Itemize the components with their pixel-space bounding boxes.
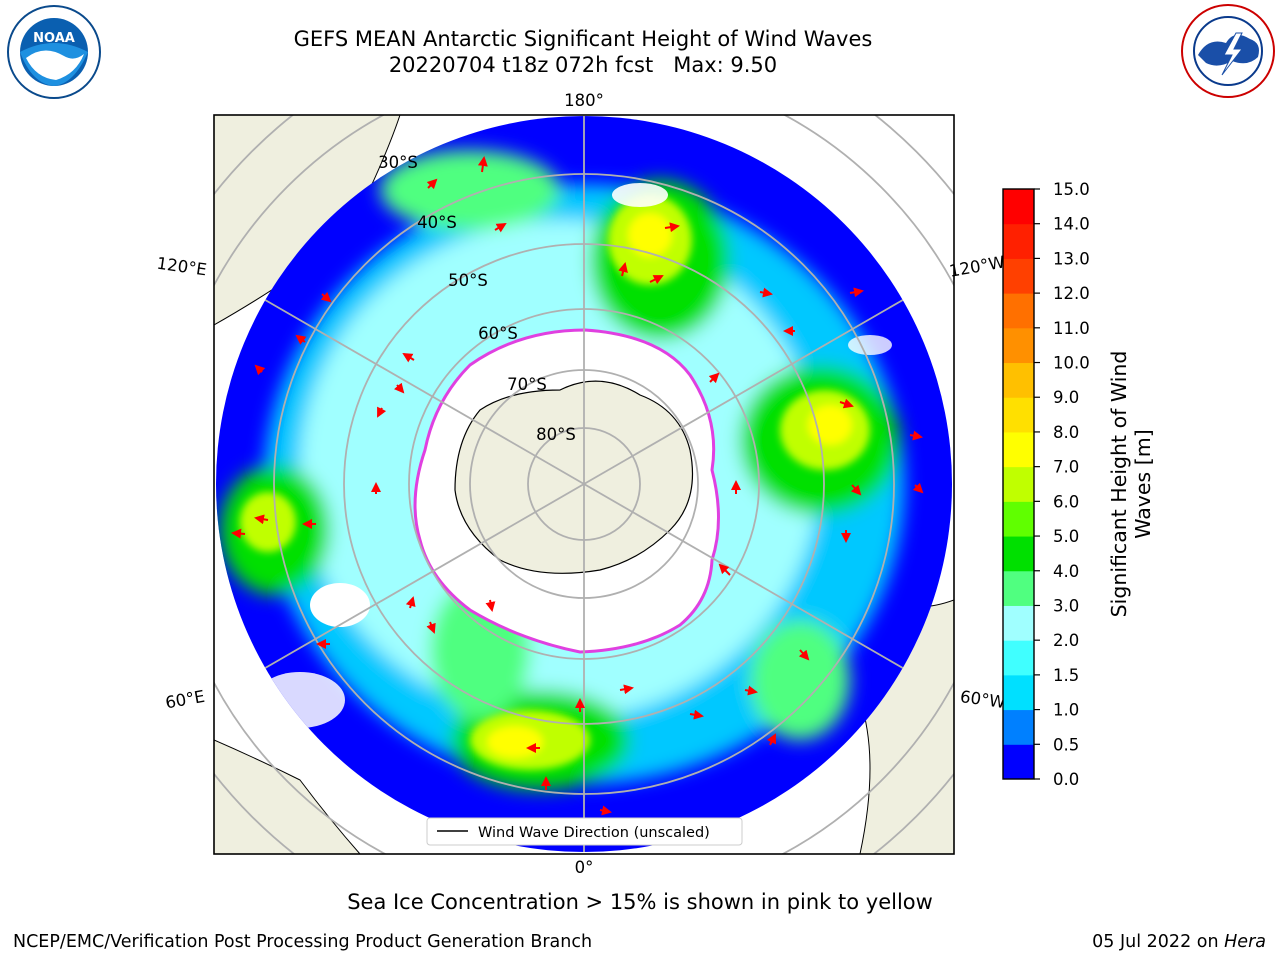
arrow xyxy=(599,805,612,816)
arrow xyxy=(405,596,416,609)
map-legend: Wind Wave Direction (unscaled) xyxy=(426,817,743,846)
lat-label-30s: 30°S xyxy=(378,153,418,172)
colorbar-tick-label: 11.0 xyxy=(1053,319,1090,338)
arrow xyxy=(402,352,415,363)
colorbar-tick-label: 8.0 xyxy=(1053,423,1079,442)
map-title: GEFS MEAN Antarctic Significant Height o… xyxy=(293,27,873,51)
colorbar-tick-label: 1.0 xyxy=(1053,701,1079,720)
colorbar-tick-label: 15.0 xyxy=(1053,180,1090,199)
arrow xyxy=(377,406,387,418)
footer-credit: NCEP/EMC/Verification Post Processing Pr… xyxy=(13,932,593,952)
colorbar-swatch xyxy=(1003,189,1034,225)
colorbar-swatch xyxy=(1003,536,1034,572)
footer-host: Hera xyxy=(1224,932,1266,952)
arrow xyxy=(477,156,488,173)
lon-label-0: 0° xyxy=(575,858,594,877)
colorbar-swatch xyxy=(1003,674,1034,711)
lat-label-70s: 70°S xyxy=(507,375,547,394)
lat-label-40s: 40°S xyxy=(417,213,457,232)
arrow xyxy=(494,222,507,233)
lon-label-120e: 120°E xyxy=(156,254,208,280)
arrow xyxy=(744,685,758,696)
lon-label-60w: 60°W xyxy=(959,687,1007,712)
footer-date-text: 05 Jul 2022 on xyxy=(1092,932,1219,952)
colorbar-swatch xyxy=(1003,744,1034,780)
arrow xyxy=(649,275,664,285)
colorbar-swatch xyxy=(1003,570,1034,606)
footer-date: 05 Jul 2022 on Hera xyxy=(1092,932,1266,952)
colorbar-swatch xyxy=(1003,466,1034,502)
colorbar-swatch xyxy=(1003,605,1034,641)
colorbar-swatch xyxy=(1003,223,1034,259)
arrow xyxy=(320,291,332,303)
colorbar-swatch xyxy=(1003,327,1034,364)
colorbar-tick-label: 9.0 xyxy=(1053,388,1079,407)
colorbar-tick-label: 6.0 xyxy=(1053,492,1079,511)
colorbar-label-line1: Significant Height of Wind xyxy=(1107,351,1131,618)
arrow xyxy=(426,621,436,634)
colorbar-tick-label: 1.5 xyxy=(1053,666,1079,685)
arrow xyxy=(393,382,405,394)
lat-label-80s: 80°S xyxy=(536,425,576,444)
sea-ice-caption: Sea Ice Concentration > 15% is shown in … xyxy=(347,890,933,914)
arrow xyxy=(766,733,776,746)
colorbar-swatch xyxy=(1003,258,1034,294)
lat-label-50s: 50°S xyxy=(448,271,488,290)
colorbar-tick-label: 0.0 xyxy=(1053,770,1079,789)
colorbar-swatch xyxy=(1003,293,1034,329)
wind-wave-arrows xyxy=(231,156,924,816)
map-subtitle: 20220704 t18z 072h fcst Max: 9.50 xyxy=(388,53,778,77)
colorbar-label-line2: Waves [m] xyxy=(1131,429,1155,538)
arrow xyxy=(254,514,269,525)
map-frame xyxy=(213,114,955,855)
arrow xyxy=(798,649,810,661)
graticule xyxy=(216,116,952,852)
colorbar: 0.0 0.5 1.0 1.5 2.0 3.0 4.0 5.0 6.0 7.0 8.0 9.0 10.0… xyxy=(1002,180,1155,789)
lon-label-60e: 60°E xyxy=(164,687,206,713)
arrow xyxy=(618,262,628,277)
arrow xyxy=(849,287,864,298)
colorbar-swatch xyxy=(1003,431,1034,468)
colorbar-tick-label: 14.0 xyxy=(1053,215,1090,234)
lat-label-60s: 60°S xyxy=(478,324,518,343)
colorbar-tick-label: 4.0 xyxy=(1053,562,1079,581)
lon-label-120w: 120°W xyxy=(948,252,1007,280)
arrow xyxy=(759,287,773,298)
svg-text:NOAA: NOAA xyxy=(33,31,75,46)
arrow xyxy=(839,398,854,409)
colorbar-tick-label: 7.0 xyxy=(1053,458,1079,477)
arrow xyxy=(295,334,307,345)
arrow xyxy=(912,482,924,494)
colorbar-swatch xyxy=(1003,709,1034,745)
lon-label-180: 180° xyxy=(564,91,604,110)
arrow xyxy=(231,528,246,539)
arrow xyxy=(485,599,496,612)
colorbar-swatch xyxy=(1003,501,1034,537)
colorbar-tick-label: 12.0 xyxy=(1053,284,1090,303)
arrow xyxy=(689,709,704,720)
arrow xyxy=(426,178,438,190)
colorbar-tick-label: 13.0 xyxy=(1053,249,1090,268)
colorbar-tick-label: 2.0 xyxy=(1053,631,1079,650)
colorbar-tick-label: 5.0 xyxy=(1053,527,1079,546)
arrow xyxy=(619,684,634,695)
legend-label: Wind Wave Direction (unscaled) xyxy=(478,825,710,841)
colorbar-swatch xyxy=(1003,397,1034,433)
colorbar-swatch xyxy=(1003,640,1034,676)
colorbar-tick-label: 3.0 xyxy=(1053,596,1079,615)
arrow xyxy=(664,222,680,233)
noaa-logo: NOAA xyxy=(7,5,101,99)
arrow xyxy=(909,430,923,441)
nws-logo xyxy=(1181,4,1275,98)
arrow xyxy=(718,563,731,576)
arrow xyxy=(254,364,266,376)
colorbar-tick-label: 0.5 xyxy=(1053,735,1079,754)
arrow xyxy=(708,372,720,384)
colorbar-tick-label: 10.0 xyxy=(1053,354,1090,373)
arrow xyxy=(850,484,862,496)
colorbar-swatch xyxy=(1003,362,1034,398)
